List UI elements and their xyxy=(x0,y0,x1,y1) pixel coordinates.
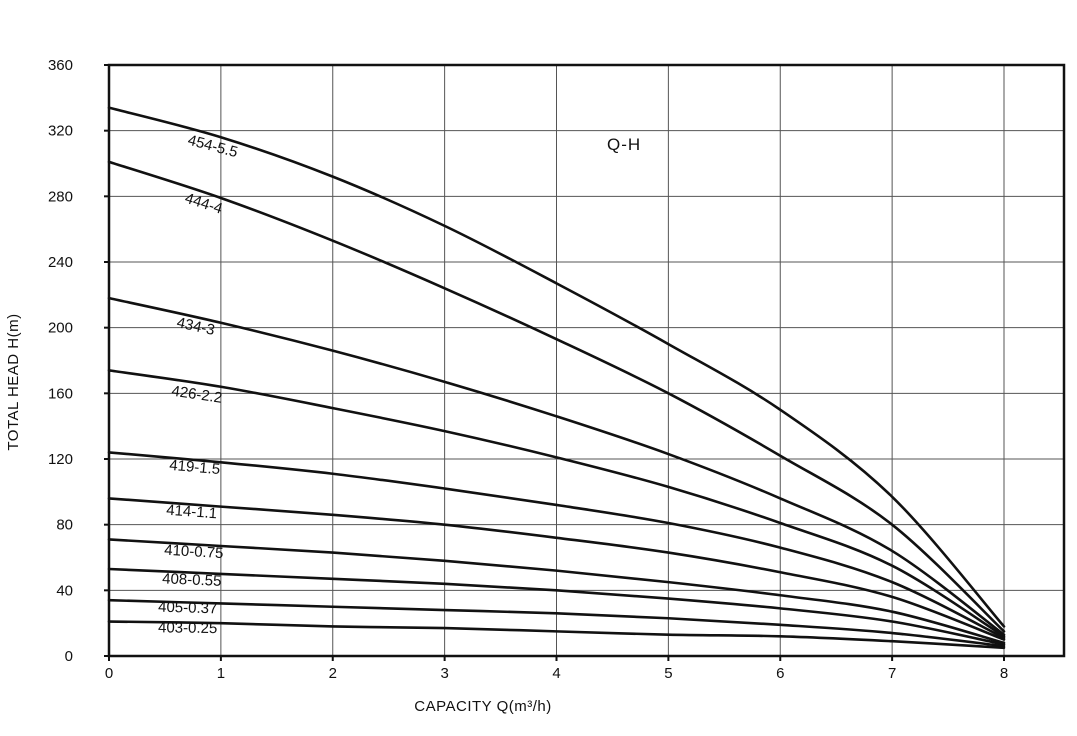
curve-426-2.2 xyxy=(107,369,1006,638)
curve-434-3 xyxy=(107,296,1006,636)
curve-label: 403-0.25 xyxy=(158,619,217,637)
curve-408-0.55 xyxy=(107,567,1006,646)
x-tick-label: 7 xyxy=(888,665,896,682)
x-tick-label: 2 xyxy=(329,665,337,682)
x-tick-label: 6 xyxy=(776,665,784,682)
curve-label: 444-4 xyxy=(183,190,225,218)
y-tick-label: 280 xyxy=(48,188,73,205)
curve-403-0.25 xyxy=(107,620,1006,650)
x-tick-label: 8 xyxy=(1000,665,1008,682)
curve-label: 419-1.5 xyxy=(169,457,221,478)
curve-405-0.37 xyxy=(107,598,1006,648)
curve-419-1.5 xyxy=(107,451,1006,640)
curve-410-0.75 xyxy=(107,538,1006,645)
x-tick-label: 4 xyxy=(552,665,560,682)
chart-title: Q-H xyxy=(607,135,641,154)
curve-label: 414-1.1 xyxy=(166,502,218,523)
grid xyxy=(104,64,1064,661)
y-tick-label: 80 xyxy=(56,517,73,534)
curves xyxy=(107,106,1006,650)
y-tick-label: 240 xyxy=(48,254,73,271)
y-tick-label: 40 xyxy=(56,582,73,599)
curve-label: 408-0.55 xyxy=(162,570,222,590)
curve-454-5.5 xyxy=(107,106,1006,628)
x-tick-label: 3 xyxy=(440,665,448,682)
x-axis-title: CAPACITY Q(m³/h) xyxy=(414,698,551,715)
curve-label: 405-0.37 xyxy=(158,599,218,618)
x-tick-labels: 0 1 2 3 4 5 6 7 8 xyxy=(105,665,1008,682)
y-axis-title: TOTAL HEAD H(m) xyxy=(5,313,22,450)
x-tick-label: 5 xyxy=(664,665,672,682)
curve-label: 410-0.75 xyxy=(164,542,224,562)
x-tick-label: 0 xyxy=(105,665,113,682)
x-tick-label: 1 xyxy=(217,665,225,682)
y-tick-label: 320 xyxy=(48,123,73,140)
y-tick-label: 0 xyxy=(65,648,73,665)
curve-414-1.1 xyxy=(107,497,1006,641)
y-tick-label: 160 xyxy=(48,385,73,402)
curve-label: 434-3 xyxy=(175,314,216,339)
y-tick-label: 120 xyxy=(48,451,73,468)
plot-frame xyxy=(107,63,1066,658)
y-tick-label: 200 xyxy=(48,320,73,337)
y-tick-label: 360 xyxy=(48,57,73,74)
y-tick-labels: 0 40 80 120 160 200 240 280 320 360 xyxy=(48,57,73,665)
curve-444-4 xyxy=(107,160,1006,633)
